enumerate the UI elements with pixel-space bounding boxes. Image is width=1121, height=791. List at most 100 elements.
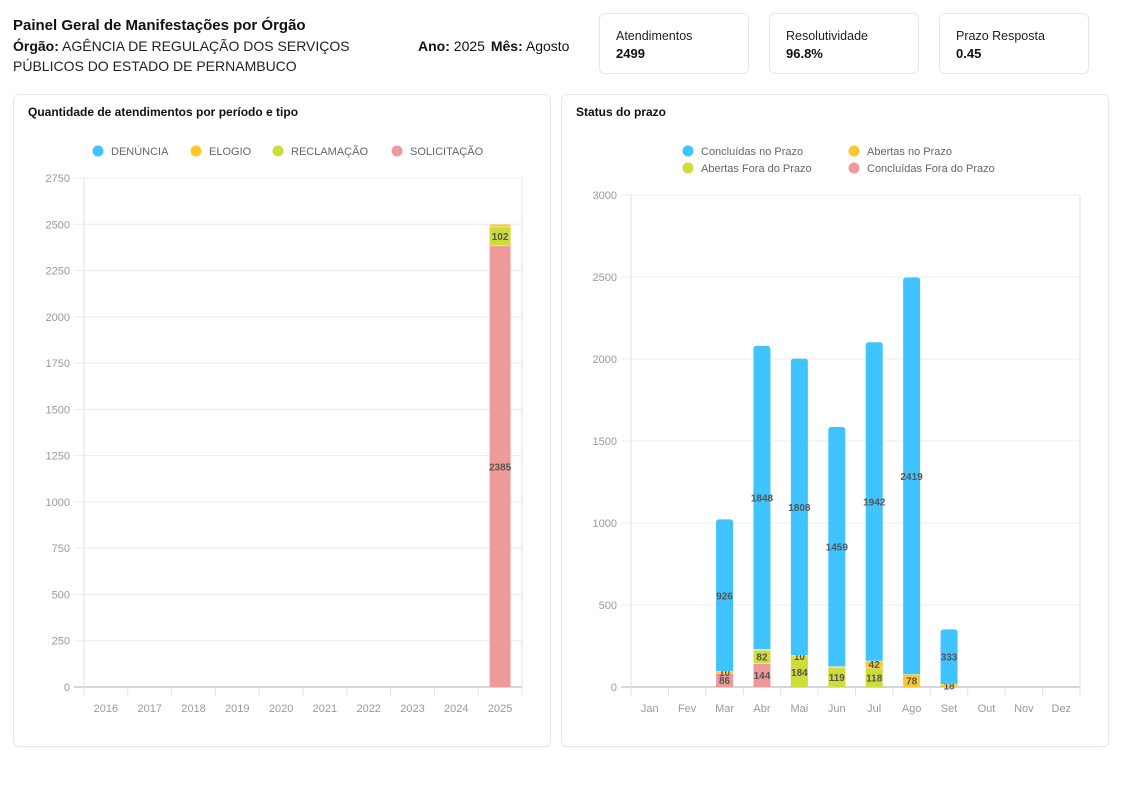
bar-segment <box>716 519 734 672</box>
mes-label: Mês: <box>490 38 523 54</box>
bar-segment <box>790 656 808 687</box>
mes-value: Agosto <box>525 38 570 54</box>
y-tick-label: 1000 <box>46 497 70 509</box>
bar-segment <box>865 660 883 668</box>
bar-segment <box>489 226 511 246</box>
y-tick-label: 2500 <box>46 219 70 231</box>
bar-segment <box>865 667 883 687</box>
bar-segment <box>753 345 771 649</box>
period-filter: Ano: 2025 Mês: Agosto <box>418 36 570 56</box>
bar-segment <box>489 224 511 227</box>
legend-label: Abertas no Prazo <box>867 146 952 158</box>
x-tick-label: 2017 <box>137 703 161 715</box>
bar-data-label: 78 <box>906 677 918 688</box>
legend-label: RECLAMAÇÃO <box>291 145 368 158</box>
x-tick-label: Nov <box>1014 703 1034 715</box>
bar-segment <box>903 277 921 675</box>
bar-data-label: 1459 <box>826 543 849 554</box>
chart-card-status-prazo: 0 500 1000 1500 2000 2500 3000 Jan Fev Mar Abr Mai J… <box>561 94 1109 747</box>
x-tick-label: Jun <box>828 703 846 715</box>
legend-marker <box>848 145 860 157</box>
x-tick-label: Abr <box>753 703 770 715</box>
y-tick-label: 250 <box>52 636 70 648</box>
bar-data-label: 2385 <box>489 462 512 473</box>
y-tick-label: 0 <box>611 682 617 694</box>
bar-data-label: 10 <box>794 652 806 663</box>
bar-data-label: 1808 <box>788 503 811 514</box>
legend-label: Abertas Fora do Prazo <box>701 163 812 175</box>
legend-marker <box>682 162 694 174</box>
x-tick-label: 2016 <box>94 703 118 715</box>
y-tick-label: 2500 <box>593 272 617 284</box>
x-tick-label: Out <box>978 703 996 715</box>
x-tick-label: Ago <box>902 703 922 715</box>
x-tick-label: 2025 <box>488 703 512 715</box>
x-tick-label: 2023 <box>400 703 424 715</box>
y-tick-label: 1750 <box>46 358 70 370</box>
y-tick-label: 1500 <box>593 436 617 448</box>
legend-marker <box>92 145 104 157</box>
bar-segment <box>489 245 511 688</box>
bar-segment <box>828 427 846 667</box>
bar-data-label: 18 <box>943 682 955 693</box>
kpi-card-resolutividade: Resolutividade 96.8% <box>769 13 919 74</box>
orgao-label: Órgão: <box>13 38 59 54</box>
y-tick-label: 2000 <box>46 312 70 324</box>
bar-data-label: 10 <box>719 668 731 679</box>
chart-title: Status do prazo <box>576 105 667 119</box>
bar-data-label: 118 <box>866 673 883 684</box>
bar-segment <box>828 667 846 687</box>
legend-marker <box>190 145 202 157</box>
y-tick-label: 750 <box>52 543 70 555</box>
filter-summary: Órgão: AGÊNCIA DE REGULAÇÃO DOS SERVIÇOS… <box>13 36 408 76</box>
kpi-card-atendimentos: Atendimentos 2499 <box>599 13 749 74</box>
y-tick-label: 2750 <box>46 173 70 185</box>
x-tick-label: 2019 <box>225 703 249 715</box>
ano-value: 2025 <box>453 38 485 54</box>
bar-data-label: 333 <box>941 653 958 664</box>
ano-label: Ano: <box>418 38 450 54</box>
x-tick-label: 2018 <box>181 703 205 715</box>
y-tick-label: 0 <box>64 682 70 694</box>
bar-segment <box>903 674 921 687</box>
y-tick-label: 500 <box>52 589 70 601</box>
y-tick-label: 500 <box>599 600 617 612</box>
x-tick-label: Jan <box>641 703 659 715</box>
legend-label: DENÚNCIA <box>111 145 169 158</box>
chart-atendimentos-por-tipo: 0 250 500 750 1000 1250 1500 1750 2000 2250 2500 27… <box>46 145 523 715</box>
bar-segment <box>865 342 883 661</box>
x-tick-label: Mai <box>791 703 809 715</box>
x-tick-label: 2020 <box>269 703 293 715</box>
x-tick-label: 2024 <box>444 703 468 715</box>
x-tick-label: Dez <box>1052 703 1072 715</box>
bar-segment <box>716 672 734 687</box>
kpi-card-prazo-resposta: Prazo Resposta 0.45 <box>939 13 1089 74</box>
legend-label: Concluídas no Prazo <box>701 146 803 158</box>
x-tick-label: Mar <box>715 703 734 715</box>
bar-data-label: 1848 <box>751 493 774 504</box>
bar-segment <box>753 649 771 664</box>
kpi-value: 0.45 <box>956 46 982 61</box>
y-tick-label: 2000 <box>593 354 617 366</box>
y-tick-label: 3000 <box>593 190 617 202</box>
bar-data-label: 42 <box>869 660 881 671</box>
bar-segment <box>790 655 808 657</box>
bar-data-label: 2419 <box>901 472 924 483</box>
chart-card-atendimentos-por-tipo: 0 250 500 750 1000 1250 1500 1750 2000 2250 2500 27… <box>13 94 551 747</box>
bar-segment <box>940 684 958 687</box>
kpi-label: Atendimentos <box>616 29 693 43</box>
bar-segment <box>753 663 771 687</box>
kpi-value: 2499 <box>616 46 645 61</box>
bar-data-label: 82 <box>756 653 768 664</box>
x-tick-label: Set <box>941 703 958 715</box>
y-tick-label: 1000 <box>593 518 617 530</box>
page-title: Painel Geral de Manifestações por Órgão <box>13 17 306 34</box>
x-tick-label: Fev <box>678 703 697 715</box>
legend-marker <box>848 162 860 174</box>
kpi-value: 96.8% <box>786 46 823 61</box>
bar-segment <box>940 629 958 685</box>
legend-marker <box>391 145 403 157</box>
legend-label: ELOGIO <box>209 146 252 158</box>
bar-data-label: 1942 <box>863 498 886 509</box>
kpi-label: Resolutividade <box>786 29 868 43</box>
